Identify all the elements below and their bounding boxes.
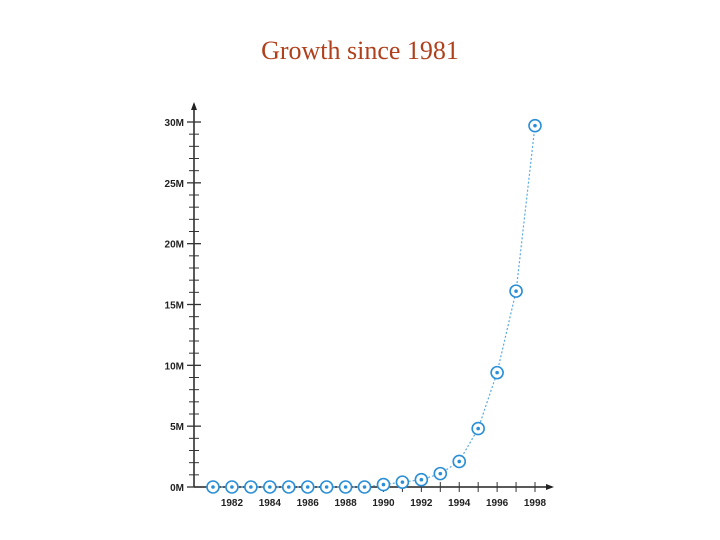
y-axis-ticks: 0M 5M 10M 15M 20M 25M 30M [165,118,201,494]
point-dot [343,485,348,489]
point-dot [249,485,253,489]
data-point [414,472,429,487]
data-point [395,475,410,489]
y-tick-label: 25M [165,179,184,190]
x-tick-label: 1992 [410,498,433,509]
point-dot [286,485,291,489]
point-dot [305,485,310,489]
x-tick-label: 1998 [524,498,547,509]
series-line [213,125,536,488]
point-dot [438,471,443,476]
point-dot [230,485,234,489]
data-point [490,365,504,380]
data-point [206,480,220,494]
point-dot [362,485,367,489]
point-dot [324,485,329,489]
point-dot [419,477,424,482]
point-dot [268,485,272,489]
y-axis-arrow [191,102,197,110]
x-tick-label: 1986 [297,498,320,509]
y-tick-label: 30M [165,118,184,129]
data-point [471,421,485,436]
y-tick-label: 0M [170,483,184,494]
data-points [206,118,542,494]
page-title: Growth since 1981 [261,36,459,65]
data-point [433,466,448,481]
point-dot [533,123,537,128]
point-dot [400,480,405,484]
y-tick-label: 20M [165,240,184,251]
point-dot [514,289,518,293]
data-point [244,480,258,494]
x-tick-label: 1984 [259,498,282,509]
point-dot [457,459,462,464]
x-tick-label: 1982 [221,498,244,509]
data-point [300,480,315,494]
data-point [319,480,334,494]
data-point [225,480,239,494]
data-point [376,477,391,492]
data-point [509,284,523,298]
data-point [281,480,296,494]
point-dot [476,426,480,431]
y-tick-label: 5M [170,422,184,433]
point-dot [495,370,499,375]
x-tick-label: 1996 [486,498,509,509]
x-tick-label: 1988 [334,498,357,509]
x-tick-label: 1990 [372,498,395,509]
axes [191,102,554,490]
x-axis-arrow [546,484,554,490]
y-tick-label: 10M [165,361,184,372]
x-tick-label: 1994 [448,498,471,509]
data-point [263,480,277,494]
data-point [338,480,353,494]
point-dot [211,485,215,489]
data-point [452,454,467,469]
point-dot [381,482,386,487]
data-point [528,118,542,133]
data-point [357,480,372,494]
y-tick-label: 15M [165,301,184,312]
